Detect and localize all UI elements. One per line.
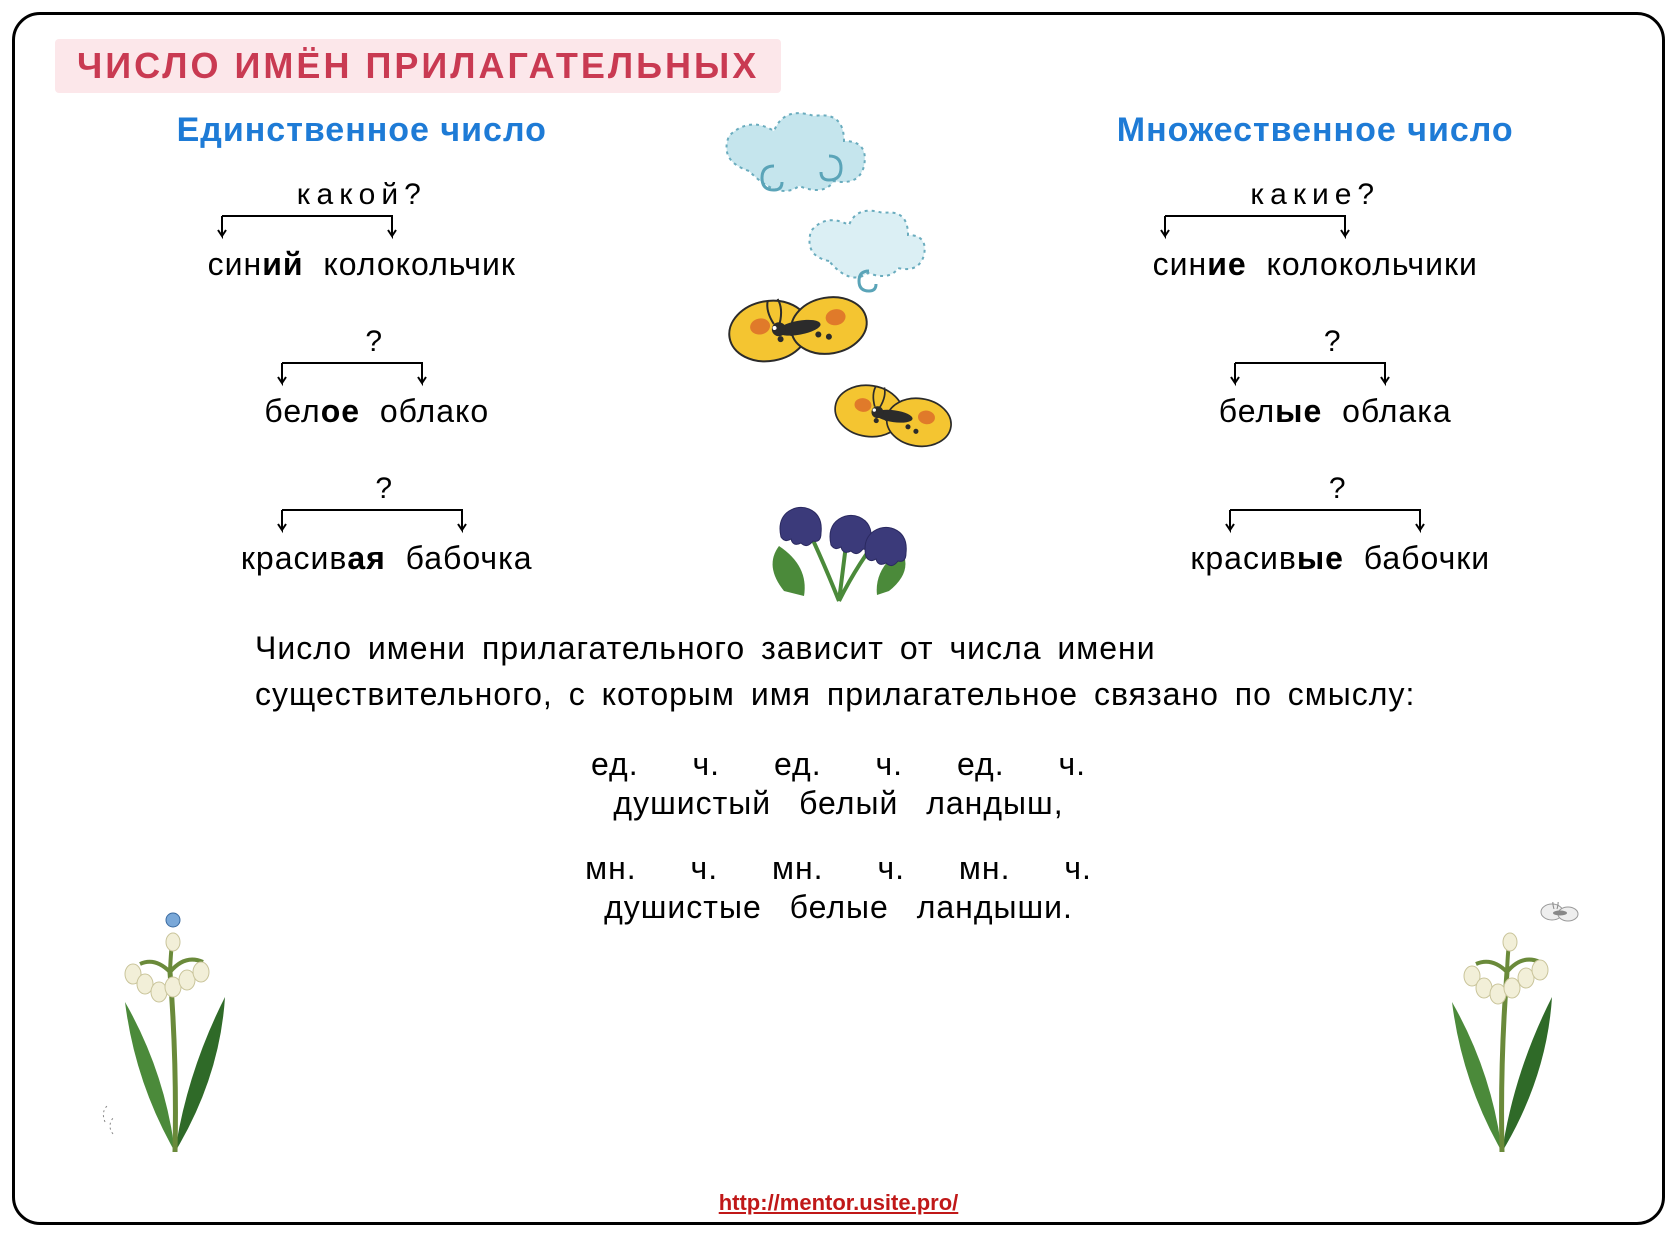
lily-icon (1402, 902, 1602, 1162)
noun: колокольчик (323, 246, 515, 282)
example-right-0: какие? синие колокольчики (1029, 178, 1603, 283)
example-left-1: ? белое облако (75, 325, 649, 430)
question-label: какой? (75, 178, 649, 212)
bracket-icon (1029, 214, 1603, 242)
ending: ые (1275, 393, 1322, 429)
noun: бабочка (406, 540, 533, 576)
column-plural: Множественное число какие? синие колокол… (1009, 111, 1623, 619)
sample-words: душистый белый ландыш, (255, 785, 1422, 822)
noun: бабочки (1364, 540, 1490, 576)
example-left-0: какой? синий колокольчик (75, 178, 649, 283)
ending: ая (347, 540, 385, 576)
example-right-2: ? красивые бабочки (1029, 472, 1603, 577)
stem: бел (1219, 393, 1275, 429)
noun: облако (380, 393, 489, 429)
question-label: ? (1079, 472, 1603, 506)
ending: ые (1297, 540, 1344, 576)
noun: колокольчики (1266, 246, 1477, 282)
ending: ий (262, 246, 303, 282)
source-link[interactable]: http://mentor.usite.pro/ (719, 1190, 959, 1215)
stem: красив (1190, 540, 1296, 576)
sample-tags: мн. ч. мн. ч. мн. ч. (255, 850, 1422, 887)
bracket-icon (125, 508, 649, 536)
clouds-butterflies-flowers-icon (679, 111, 999, 611)
question-label: ? (105, 325, 649, 359)
phrase: белое облако (105, 393, 649, 430)
columns: Единственное число какой? синий колоколь… (55, 111, 1622, 619)
phrase: синие колокольчики (1029, 246, 1603, 283)
question-label: ? (125, 472, 649, 506)
page-title: ЧИСЛО ИМЁН ПРИЛАГАТЕЛЬНЫХ (55, 39, 781, 93)
noun: облака (1342, 393, 1452, 429)
phrase: красивая бабочка (125, 540, 649, 577)
sample-singular: ед. ч. ед. ч. ед. ч. душистый белый ланд… (255, 746, 1422, 822)
stem: син (1153, 246, 1208, 282)
lily-left-illustration (75, 902, 275, 1162)
footer-link: http://mentor.usite.pro/ (15, 1190, 1662, 1216)
rule-block: Число имени прилагательного зависит от ч… (55, 625, 1622, 926)
sample-words: душистые белые ландыши. (255, 889, 1422, 926)
bracket-icon (105, 361, 649, 389)
phrase: синий колокольчик (75, 246, 649, 283)
lily-icon (75, 902, 275, 1162)
page-frame: ЧИСЛО ИМЁН ПРИЛАГАТЕЛЬНЫХ Единственное ч… (12, 12, 1665, 1225)
phrase: белые облака (1069, 393, 1603, 430)
ending: ие (1207, 246, 1246, 282)
ending: ое (321, 393, 360, 429)
column-singular: Единственное число какой? синий колоколь… (55, 111, 669, 619)
heading-plural: Множественное число (1029, 111, 1603, 150)
stem: красив (241, 540, 347, 576)
bracket-icon (75, 214, 649, 242)
lily-right-illustration (1402, 902, 1602, 1162)
question-label: какие? (1029, 178, 1603, 212)
rule-text: Число имени прилагательного зависит от ч… (255, 625, 1422, 718)
heading-singular: Единственное число (75, 111, 649, 150)
bracket-icon (1069, 361, 1603, 389)
sample-tags: ед. ч. ед. ч. ед. ч. (255, 746, 1422, 783)
bracket-icon (1079, 508, 1603, 536)
sample-plural: мн. ч. мн. ч. мн. ч. душистые белые ланд… (255, 850, 1422, 926)
center-illustration (679, 111, 999, 611)
phrase: красивые бабочки (1079, 540, 1603, 577)
question-label: ? (1069, 325, 1603, 359)
stem: син (208, 246, 263, 282)
stem: бел (264, 393, 320, 429)
example-right-1: ? белые облака (1029, 325, 1603, 430)
example-left-2: ? красивая бабочка (75, 472, 649, 577)
